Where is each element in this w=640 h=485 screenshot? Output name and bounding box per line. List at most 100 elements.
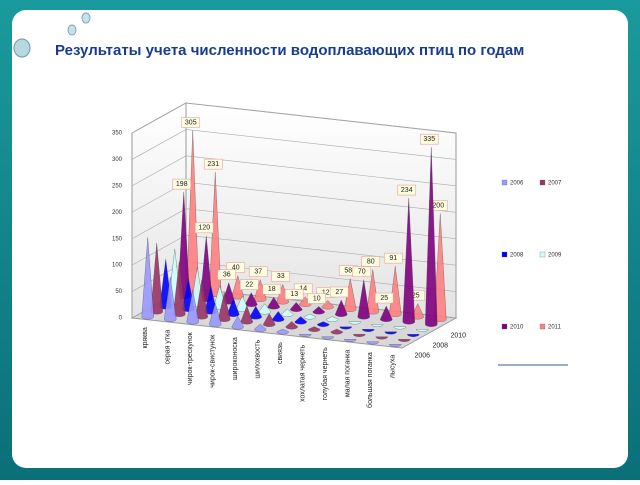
legend-swatch: [501, 251, 508, 258]
cone: [326, 316, 339, 322]
cone: [285, 321, 298, 330]
x-tick-label: чирок-трескунок: [187, 331, 194, 385]
data-label: 91: [389, 255, 397, 262]
y-tick-label: 100: [112, 263, 123, 269]
cone: [299, 334, 312, 337]
data-label: 58: [344, 267, 352, 274]
legend-label: 2009: [548, 253, 562, 259]
back-wall: [185, 102, 457, 319]
data-label: 12: [322, 289, 330, 296]
grid-line: [131, 208, 457, 240]
data-label: 200: [432, 202, 444, 209]
y-tick-label: 150: [112, 236, 123, 242]
cone: [321, 300, 334, 310]
cone: [330, 328, 343, 335]
x-tick-label: кряква: [142, 327, 149, 348]
drops: [13, 12, 91, 58]
cone: [407, 334, 420, 337]
data-label: 198: [176, 181, 188, 188]
cone: [186, 290, 199, 325]
data-label: 25: [380, 295, 388, 302]
x-tick-label: серая утка: [165, 330, 172, 365]
data-label: 231: [207, 161, 219, 168]
data-label: 234: [401, 187, 413, 194]
x-tick-label: свиязь: [277, 342, 284, 364]
data-label: 25: [412, 292, 420, 299]
legend-swatch: [539, 251, 546, 258]
x-tick-label: хохлатая чернеть: [300, 344, 307, 401]
legend-label: 2008: [510, 253, 524, 259]
label-box: [383, 252, 403, 264]
data-label: 27: [335, 289, 343, 296]
legend-label: 2006: [510, 181, 524, 187]
data-label: 70: [358, 269, 366, 276]
cone: [209, 302, 222, 327]
data-label: 36: [223, 272, 231, 279]
cone: [393, 326, 406, 330]
cone: [303, 313, 316, 320]
cone: [294, 316, 307, 325]
cone: [141, 237, 154, 320]
label-box: [203, 158, 223, 170]
x-tick-label: шилохвость: [255, 339, 262, 378]
data-label: 18: [268, 286, 276, 293]
legend-swatch: [539, 323, 546, 330]
legend-label: 2011: [548, 325, 562, 331]
y-tick-label: 0: [119, 316, 123, 322]
cone: [267, 296, 280, 310]
y-tick-label: 50: [115, 289, 122, 295]
depth-label: 2010: [451, 332, 467, 339]
cone: [362, 329, 375, 332]
cone: [402, 198, 415, 325]
cone: [384, 331, 397, 335]
cone: [344, 339, 357, 342]
cone: [263, 313, 276, 327]
cone: [231, 315, 244, 330]
cone: [425, 147, 438, 327]
cone: [357, 279, 370, 320]
x-tick-label: большая поганка: [366, 352, 374, 408]
label-box: [239, 279, 259, 290]
x-tick-label: широконоска: [232, 337, 239, 380]
chart-title: Результаты учета численности водоплавающ…: [55, 42, 524, 59]
cone: [308, 326, 321, 332]
y-tick-label: 250: [112, 183, 123, 189]
label-box: [374, 292, 394, 304]
label-box: [217, 269, 237, 281]
legend-swatch: [501, 179, 508, 186]
grid-line: [131, 129, 457, 160]
x-tick-label: лысуха: [390, 355, 397, 379]
cone: [366, 341, 379, 345]
depth-label: 2006: [415, 352, 431, 359]
legend-label: 2010: [510, 325, 524, 331]
cone: [389, 344, 402, 347]
x-tick-label: голубая чернеть: [321, 347, 329, 400]
label-box: [181, 117, 201, 128]
cone: [375, 336, 388, 340]
cone: [339, 326, 352, 330]
cone: [312, 306, 325, 315]
cone: [348, 321, 361, 325]
label-box: [248, 266, 268, 277]
data-label: 37: [254, 269, 262, 276]
cone: [317, 321, 330, 327]
grid-line: [131, 102, 457, 134]
label-box: [284, 289, 304, 300]
cone: [380, 305, 393, 322]
cone: [398, 339, 411, 342]
cone: [299, 296, 312, 307]
label-box: [352, 266, 372, 278]
data-label: 305: [185, 119, 197, 126]
legend-swatch: [539, 179, 546, 186]
y-tick-label: 350: [112, 131, 123, 137]
label-box: [262, 283, 282, 295]
label-box: [172, 178, 192, 190]
cone: [276, 328, 289, 335]
grid-line: [131, 155, 457, 187]
data-label: 10: [313, 295, 321, 302]
data-label: 33: [277, 273, 285, 280]
cone: [335, 299, 348, 317]
data-label: 80: [367, 258, 375, 265]
